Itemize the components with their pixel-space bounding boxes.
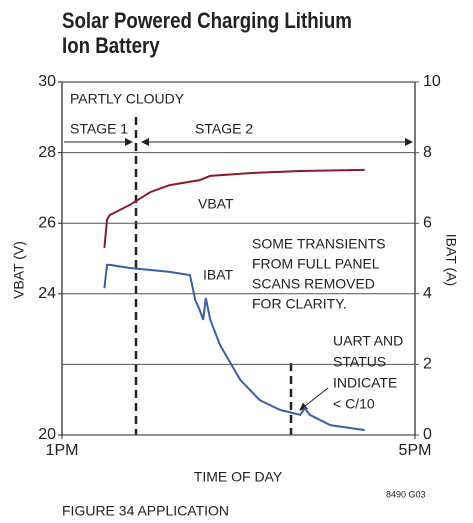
annotation: STATUS (333, 354, 386, 370)
chart-title: Solar Powered Charging Lithium Ion Batte… (62, 8, 352, 58)
y-tick-label: 30 (38, 73, 56, 90)
annotation: PARTLY CLOUDY (70, 91, 185, 107)
annotation: SCANS REMOVED (252, 276, 375, 292)
figure-code: 8490 G03 (386, 489, 426, 499)
y-tick-label: 28 (38, 144, 56, 161)
y2-tick-label: 8 (423, 144, 432, 161)
annotation: FROM FULL PANEL (252, 256, 380, 272)
series-label: VBAT (198, 196, 234, 212)
x-tick-label: 5PM (399, 442, 432, 459)
annotation: UART AND (333, 333, 403, 349)
figure-caption: FIGURE 34 APPLICATION (62, 503, 229, 519)
uart-arrow (299, 387, 329, 411)
annotation: SOME TRANSIENTS (252, 236, 386, 252)
x-axis-label: TIME OF DAY (194, 469, 283, 485)
annotation: < C/10 (333, 396, 375, 412)
y-tick-label: 20 (38, 426, 56, 443)
series-label: IBAT (203, 267, 234, 283)
y2-tick-label: 4 (423, 285, 432, 302)
y2-tick-label: 10 (423, 73, 441, 90)
y2-axis-label: IBAT (A) (443, 234, 459, 286)
series-line (103, 168, 365, 248)
series-line (103, 263, 365, 432)
x-tick-label: 1PM (46, 442, 79, 459)
annotation: INDICATE (333, 375, 397, 391)
y2-tick-label: 2 (423, 356, 432, 373)
y-tick-label: 24 (38, 285, 56, 302)
y-tick-label: 26 (38, 214, 56, 231)
y2-tick-label: 0 (423, 426, 432, 443)
y2-tick-label: 6 (423, 214, 432, 231)
annotation: STAGE 2 (195, 121, 253, 137)
annotation: STAGE 1 (70, 121, 128, 137)
annotation: FOR CLARITY. (252, 296, 347, 312)
y-axis-label: VBAT (V) (11, 241, 27, 299)
